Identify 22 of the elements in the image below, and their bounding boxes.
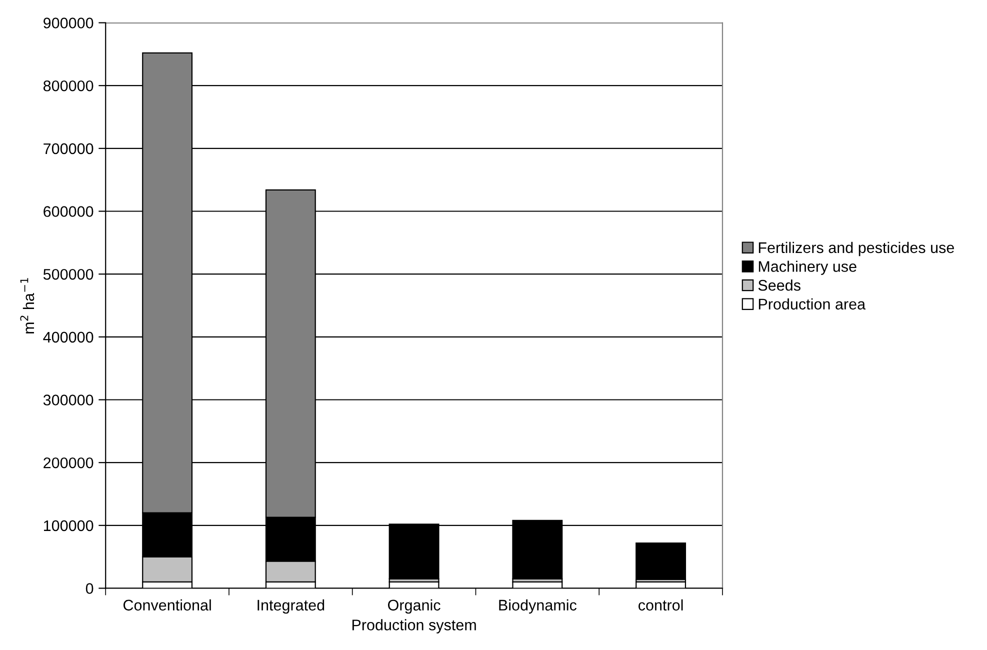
- legend-label: Production area: [758, 298, 866, 310]
- legend-label: Seeds: [758, 280, 800, 291]
- y-tick-label: 0: [86, 583, 94, 594]
- x-tick-label: Conventional: [123, 599, 211, 611]
- x-tick-label: Organic: [388, 599, 440, 614]
- y-tick-label: 200000: [44, 457, 94, 468]
- y-tick-label: 400000: [43, 332, 94, 343]
- x-tick-label: Integrated: [258, 599, 324, 614]
- y-tick-label: 900000: [44, 18, 94, 28]
- y-tick-label: 300000: [43, 394, 94, 406]
- y-axis-title: m$^{2}$ ha$^{−1}$: [20, 278, 34, 334]
- x-tick-label: Biodynamic: [499, 599, 577, 614]
- y-tick-label: 800000: [43, 80, 94, 92]
- x-tick-label: control: [638, 599, 683, 611]
- y-tick-label: 100000: [44, 520, 94, 532]
- legend-label: Fertilizers and pesticides use: [758, 242, 954, 256]
- y-tick-label: 600000: [44, 206, 94, 217]
- legend-label: Machinery use: [758, 260, 856, 275]
- y-tick-label: 500000: [43, 268, 94, 280]
- y-tick-label: 700000: [44, 143, 94, 154]
- bar: [636, 542, 686, 580]
- x-axis-title: Production system: [352, 619, 476, 634]
